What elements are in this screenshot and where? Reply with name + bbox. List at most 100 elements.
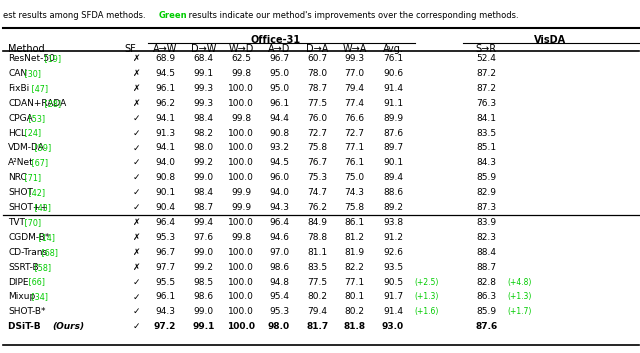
Text: ✓: ✓ bbox=[132, 292, 140, 301]
Text: (+1.7): (+1.7) bbox=[508, 307, 532, 316]
Text: 94.3: 94.3 bbox=[155, 307, 175, 316]
Text: [24]: [24] bbox=[24, 128, 42, 138]
Text: 88.7: 88.7 bbox=[476, 263, 497, 272]
Text: 96.4: 96.4 bbox=[155, 218, 175, 227]
Text: 76.6: 76.6 bbox=[344, 114, 365, 123]
Text: ✓: ✓ bbox=[132, 114, 140, 123]
Text: CD-Trans: CD-Trans bbox=[8, 248, 47, 257]
Text: 79.4: 79.4 bbox=[344, 84, 365, 93]
Text: 98.0: 98.0 bbox=[193, 143, 214, 152]
Text: DSiT-B: DSiT-B bbox=[8, 322, 44, 331]
Text: 98.6: 98.6 bbox=[193, 292, 214, 301]
Text: 77.4: 77.4 bbox=[344, 99, 365, 108]
Text: SHOT-B*: SHOT-B* bbox=[8, 307, 46, 316]
Text: 90.1: 90.1 bbox=[155, 188, 175, 197]
Text: 78.0: 78.0 bbox=[307, 69, 328, 78]
Text: 100.0: 100.0 bbox=[228, 277, 254, 287]
Text: 86.1: 86.1 bbox=[344, 218, 365, 227]
Text: 99.0: 99.0 bbox=[193, 248, 214, 257]
Text: 89.7: 89.7 bbox=[383, 143, 403, 152]
Text: [53]: [53] bbox=[27, 114, 45, 123]
Text: 99.8: 99.8 bbox=[231, 69, 252, 78]
Text: ✗: ✗ bbox=[132, 248, 140, 257]
Text: [30]: [30] bbox=[24, 69, 42, 78]
Text: 100.0: 100.0 bbox=[228, 218, 254, 227]
Text: (+1.3): (+1.3) bbox=[508, 292, 532, 301]
Text: W→D: W→D bbox=[228, 44, 254, 54]
Text: 91.1: 91.1 bbox=[383, 99, 403, 108]
Text: 91.3: 91.3 bbox=[155, 128, 175, 138]
Text: 77.1: 77.1 bbox=[344, 277, 365, 287]
Text: 77.5: 77.5 bbox=[307, 277, 328, 287]
Text: TVT: TVT bbox=[8, 218, 25, 227]
Text: HCL: HCL bbox=[8, 128, 26, 138]
Text: 100.0: 100.0 bbox=[228, 99, 254, 108]
Text: VisDA: VisDA bbox=[534, 35, 566, 45]
Text: 95.3: 95.3 bbox=[269, 307, 289, 316]
Text: results indicate our method's improvements over the corresponding methods.: results indicate our method's improvemen… bbox=[186, 11, 518, 20]
Text: 68.4: 68.4 bbox=[193, 54, 214, 63]
Text: CAN: CAN bbox=[8, 69, 28, 78]
Text: 96.0: 96.0 bbox=[269, 173, 289, 182]
Text: [42]: [42] bbox=[27, 188, 45, 197]
Text: ✓: ✓ bbox=[132, 277, 140, 287]
Text: ✓: ✓ bbox=[132, 203, 140, 212]
Text: 92.6: 92.6 bbox=[383, 248, 403, 257]
Text: A→D: A→D bbox=[268, 44, 290, 54]
Text: 72.7: 72.7 bbox=[307, 128, 328, 138]
Text: 87.6: 87.6 bbox=[476, 322, 497, 331]
Text: 100.0: 100.0 bbox=[228, 307, 254, 316]
Text: [59]: [59] bbox=[33, 143, 52, 152]
Text: 96.1: 96.1 bbox=[269, 99, 289, 108]
Text: [47]: [47] bbox=[30, 84, 48, 93]
Text: 87.2: 87.2 bbox=[476, 84, 497, 93]
Text: 94.0: 94.0 bbox=[269, 188, 289, 197]
Text: 95.0: 95.0 bbox=[269, 84, 289, 93]
Text: [34]: [34] bbox=[30, 292, 48, 301]
Text: 60.7: 60.7 bbox=[307, 54, 328, 63]
Text: 72.7: 72.7 bbox=[344, 128, 365, 138]
Text: 90.6: 90.6 bbox=[383, 69, 403, 78]
Text: 80.2: 80.2 bbox=[307, 292, 328, 301]
Text: 68.9: 68.9 bbox=[155, 54, 175, 63]
Text: 99.1: 99.1 bbox=[193, 322, 214, 331]
Text: 97.2: 97.2 bbox=[154, 322, 176, 331]
Text: 98.6: 98.6 bbox=[269, 263, 289, 272]
Text: 75.0: 75.0 bbox=[344, 173, 365, 182]
Text: [58]: [58] bbox=[33, 263, 52, 272]
Text: 81.7: 81.7 bbox=[307, 322, 328, 331]
Text: 96.4: 96.4 bbox=[269, 218, 289, 227]
Text: [66]: [66] bbox=[27, 277, 45, 287]
Text: 94.5: 94.5 bbox=[155, 69, 175, 78]
Text: 91.4: 91.4 bbox=[383, 84, 403, 93]
Text: 99.1: 99.1 bbox=[193, 69, 214, 78]
Text: 84.3: 84.3 bbox=[476, 158, 497, 167]
Text: S→R: S→R bbox=[476, 44, 497, 54]
Text: 89.2: 89.2 bbox=[383, 203, 403, 212]
Text: [71]: [71] bbox=[24, 173, 42, 182]
Text: 79.4: 79.4 bbox=[307, 307, 328, 316]
Text: 76.3: 76.3 bbox=[476, 99, 497, 108]
Text: 94.3: 94.3 bbox=[269, 203, 289, 212]
Text: 95.0: 95.0 bbox=[269, 69, 289, 78]
Text: 100.0: 100.0 bbox=[228, 84, 254, 93]
Text: [70]: [70] bbox=[24, 218, 42, 227]
Text: 82.3: 82.3 bbox=[476, 233, 497, 242]
Text: (+2.5): (+2.5) bbox=[414, 277, 438, 287]
Text: 75.8: 75.8 bbox=[307, 143, 328, 152]
Text: [68]: [68] bbox=[40, 248, 58, 257]
Text: 98.7: 98.7 bbox=[193, 203, 214, 212]
Text: 76.0: 76.0 bbox=[307, 114, 328, 123]
Text: 81.2: 81.2 bbox=[344, 233, 365, 242]
Text: 87.3: 87.3 bbox=[476, 203, 497, 212]
Text: 89.9: 89.9 bbox=[383, 114, 403, 123]
Text: NRC: NRC bbox=[8, 173, 27, 182]
Text: 90.4: 90.4 bbox=[155, 203, 175, 212]
Text: 99.2: 99.2 bbox=[193, 263, 214, 272]
Text: W→A: W→A bbox=[342, 44, 367, 54]
Text: 77.5: 77.5 bbox=[307, 99, 328, 108]
Text: 96.1: 96.1 bbox=[155, 292, 175, 301]
Text: 98.0: 98.0 bbox=[268, 322, 290, 331]
Text: ✓: ✓ bbox=[132, 158, 140, 167]
Text: 84.1: 84.1 bbox=[476, 114, 497, 123]
